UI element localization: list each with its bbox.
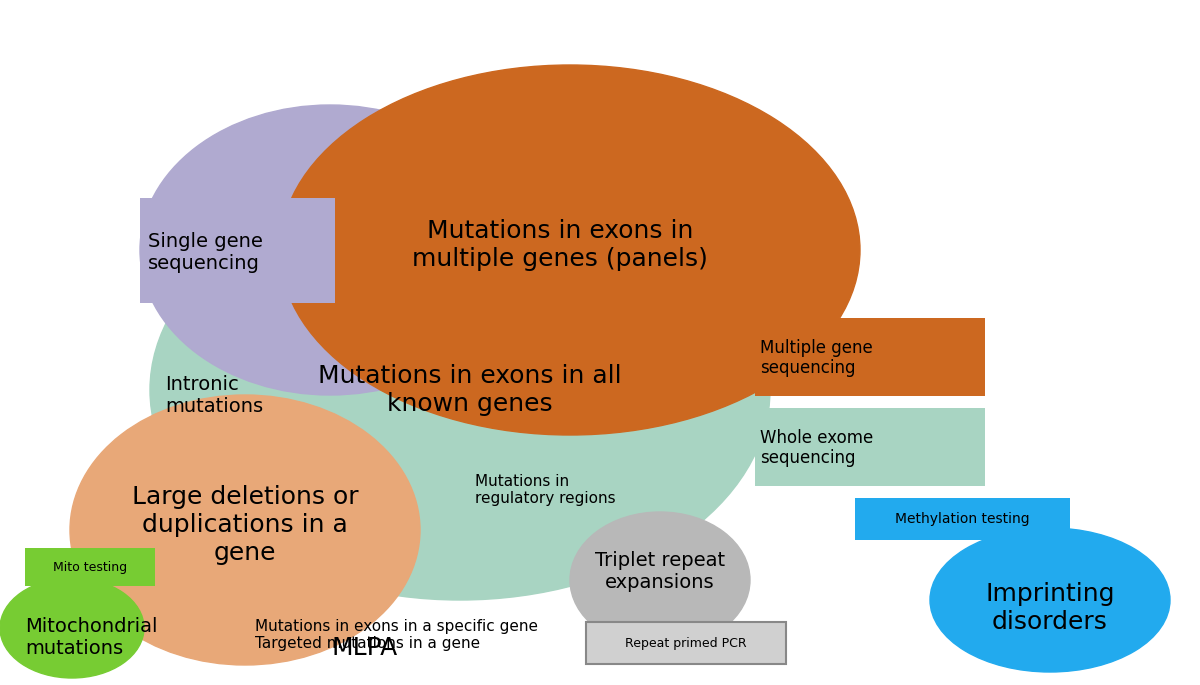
Ellipse shape [70,395,420,665]
Bar [586,622,786,664]
Text: Triplet repeat
expansions: Triplet repeat expansions [595,551,725,593]
Text: Multiple gene
sequencing: Multiple gene sequencing [760,338,872,377]
Text: Mito testing: Mito testing [53,560,127,573]
Text: Imprinting
disorders: Imprinting disorders [985,582,1115,634]
Bar [854,498,1070,540]
Ellipse shape [0,578,144,678]
Text: MLPA: MLPA [332,636,398,660]
Text: Mutations in
regulatory regions: Mutations in regulatory regions [475,474,616,506]
Ellipse shape [280,65,860,435]
Text: Intronic
mutations: Intronic mutations [166,375,263,416]
Text: Mitochondrial
mutations: Mitochondrial mutations [25,617,157,658]
Ellipse shape [150,180,770,600]
Text: Mutations in exons in
multiple genes (panels): Mutations in exons in multiple genes (pa… [412,219,708,271]
Text: Mutations in exons in a specific gene
Targeted mutations in a gene: Mutations in exons in a specific gene Ta… [256,619,538,651]
Bar [755,408,985,486]
Bar [25,548,155,586]
Text: Large deletions or
duplications in a
gene: Large deletions or duplications in a gen… [132,485,359,565]
Ellipse shape [930,528,1170,672]
Text: Repeat primed PCR: Repeat primed PCR [625,636,746,649]
Text: Whole exome
sequencing: Whole exome sequencing [760,429,874,467]
Bar [755,318,985,396]
Bar [140,198,335,303]
Text: Single gene
sequencing: Single gene sequencing [148,232,263,273]
Ellipse shape [140,105,520,395]
Text: Methylation testing: Methylation testing [895,512,1030,526]
Text: Mutations in exons in all
known genes: Mutations in exons in all known genes [318,364,622,416]
Ellipse shape [570,512,750,648]
